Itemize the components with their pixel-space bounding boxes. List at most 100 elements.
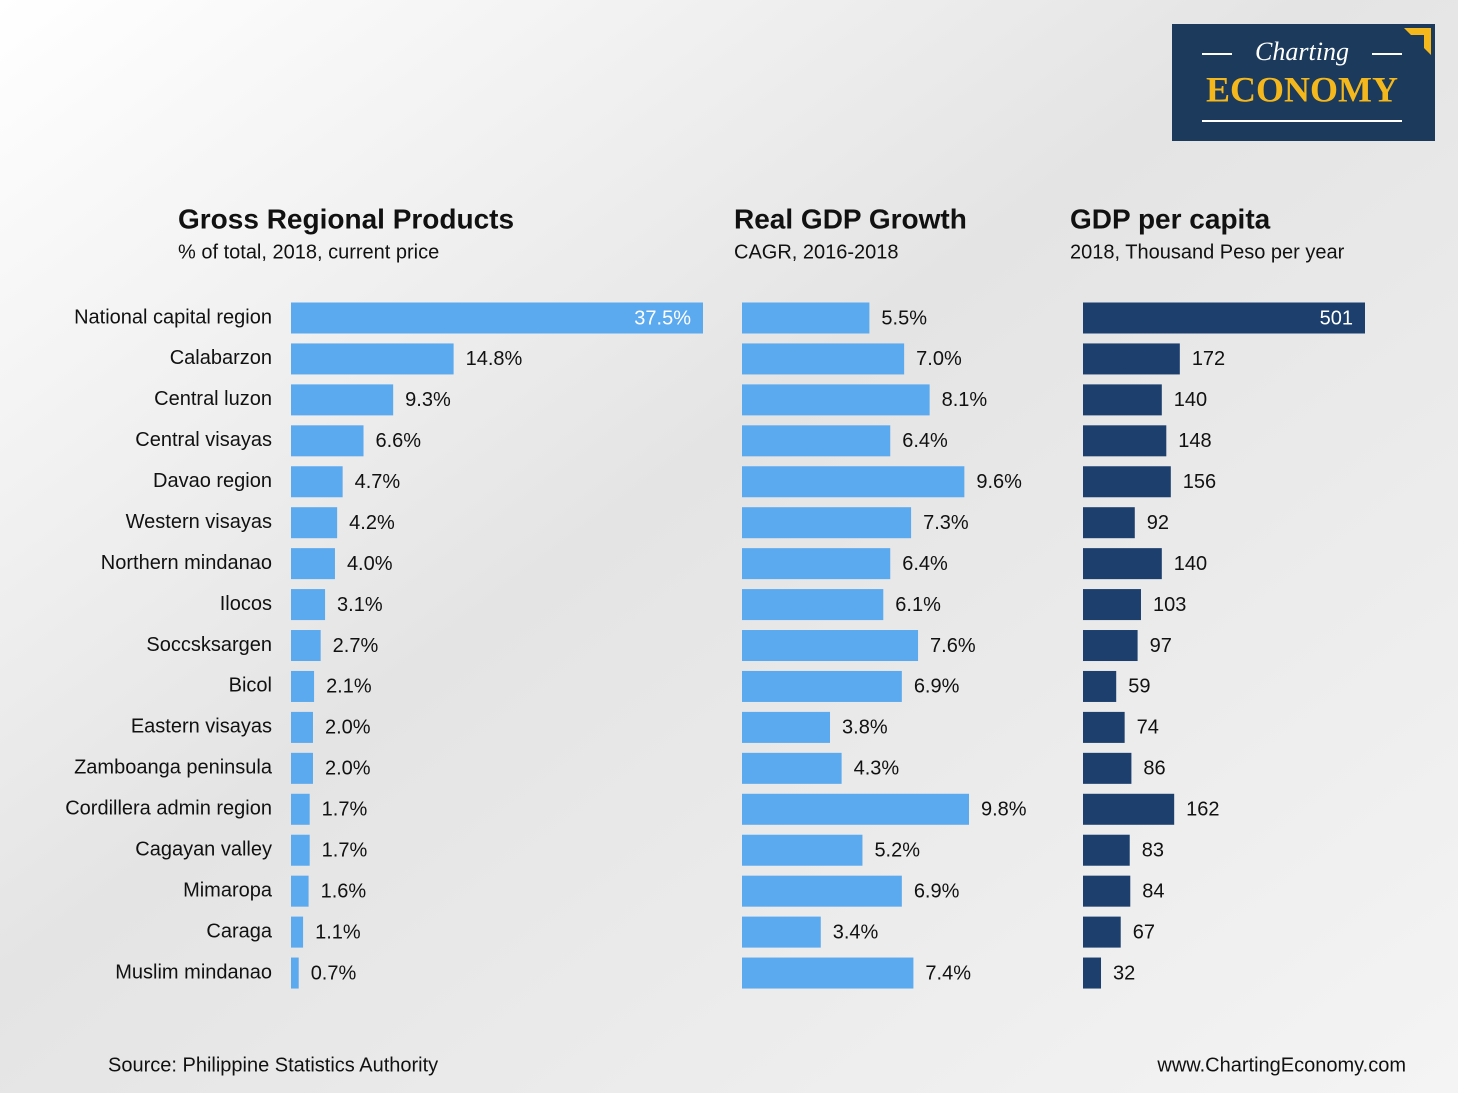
bar [742,834,863,866]
data-label: 156 [1183,471,1216,493]
bar [1083,793,1175,825]
bar [742,793,969,825]
data-label: 7.3% [923,512,969,534]
category-label: Calabarzon [170,347,272,369]
data-label: 6.4% [902,553,948,575]
bar [291,793,310,825]
data-label: 2.7% [333,635,379,657]
bar [291,630,321,662]
bar [291,589,326,621]
chart-title: GDP per capita [1070,203,1271,234]
bar [1083,834,1130,866]
bar [1083,711,1125,743]
bar [291,916,304,948]
data-label: 67 [1133,921,1155,943]
bar [742,711,831,743]
category-label: Mimaropa [183,879,273,901]
data-label: 9.6% [976,471,1022,493]
category-label: Zamboanga peninsula [74,757,273,779]
data-label: 1.7% [322,799,368,821]
category-label: Northern mindanao [101,552,272,574]
bar [291,875,309,907]
data-label: 501 [1320,307,1353,329]
bar [742,670,902,702]
category-label: Davao region [153,470,272,492]
data-label: 1.6% [321,880,367,902]
data-label: 5.2% [874,840,920,862]
data-label: 14.8% [466,348,523,370]
data-label: 7.0% [916,348,962,370]
data-label: 4.3% [854,758,900,780]
data-label: 2.0% [325,717,371,739]
category-label: Caraga [206,920,272,942]
logo-top: Charting [1255,37,1349,66]
bar [1083,630,1138,662]
data-label: 140 [1174,553,1207,575]
data-label: 6.1% [895,594,941,616]
bar [742,916,821,948]
data-label: 5.5% [881,307,927,329]
data-label: 3.8% [842,717,888,739]
bar [742,752,842,784]
bar [291,834,310,866]
bar [291,711,313,743]
chart-title: Gross Regional Products [178,203,514,234]
website: www.ChartingEconomy.com [1156,1054,1406,1076]
bar [742,425,891,457]
bar [742,343,905,375]
chart-subtitle: % of total, 2018, current price [178,241,439,263]
bar [291,957,299,989]
bar [742,548,891,580]
data-label: 8.1% [942,389,988,411]
data-label: 84 [1142,880,1164,902]
bar [742,384,930,416]
bar [291,425,364,457]
data-label: 103 [1153,594,1186,616]
bar [291,548,335,580]
bar [1083,507,1135,539]
bar [1083,875,1131,907]
category-label: Central luzon [154,388,272,410]
category-label: Bicol [229,675,272,697]
bar [1083,589,1141,621]
bar [291,670,315,702]
data-label: 4.0% [347,553,393,575]
logo-bottom: ECONOMY [1206,69,1398,109]
chart-subtitle: 2018, Thousand Peso per year [1070,241,1345,263]
data-label: 7.4% [925,962,971,984]
bar [1083,384,1162,416]
bar [291,343,454,375]
data-label: 4.7% [355,471,401,493]
bar [1083,466,1171,498]
bar [1083,957,1102,989]
category-label: National capital region [74,306,272,328]
bar [1083,343,1180,375]
data-label: 6.9% [914,880,960,902]
category-label: Ilocos [220,593,272,615]
data-label: 1.1% [315,921,361,943]
data-label: 1.7% [322,840,368,862]
data-label: 148 [1178,430,1211,452]
category-label: Eastern visayas [131,716,272,738]
bar [291,466,343,498]
data-label: 7.6% [930,635,976,657]
bar [291,752,313,784]
data-label: 74 [1137,717,1159,739]
data-label: 3.4% [833,921,879,943]
bar [1083,548,1162,580]
data-label: 140 [1174,389,1207,411]
data-label: 92 [1147,512,1169,534]
data-label: 86 [1143,758,1165,780]
data-label: 2.0% [325,758,371,780]
data-label: 9.3% [405,389,451,411]
data-label: 3.1% [337,594,383,616]
chart-subtitle: CAGR, 2016-2018 [734,241,899,263]
bar [291,384,394,416]
category-label: Muslim mindanao [115,961,272,983]
bar [742,957,914,989]
logo: Charting ECONOMY [1172,24,1435,141]
category-label: Cordillera admin region [65,798,272,820]
category-label: Soccsksargen [146,634,272,656]
bar [1083,916,1121,948]
